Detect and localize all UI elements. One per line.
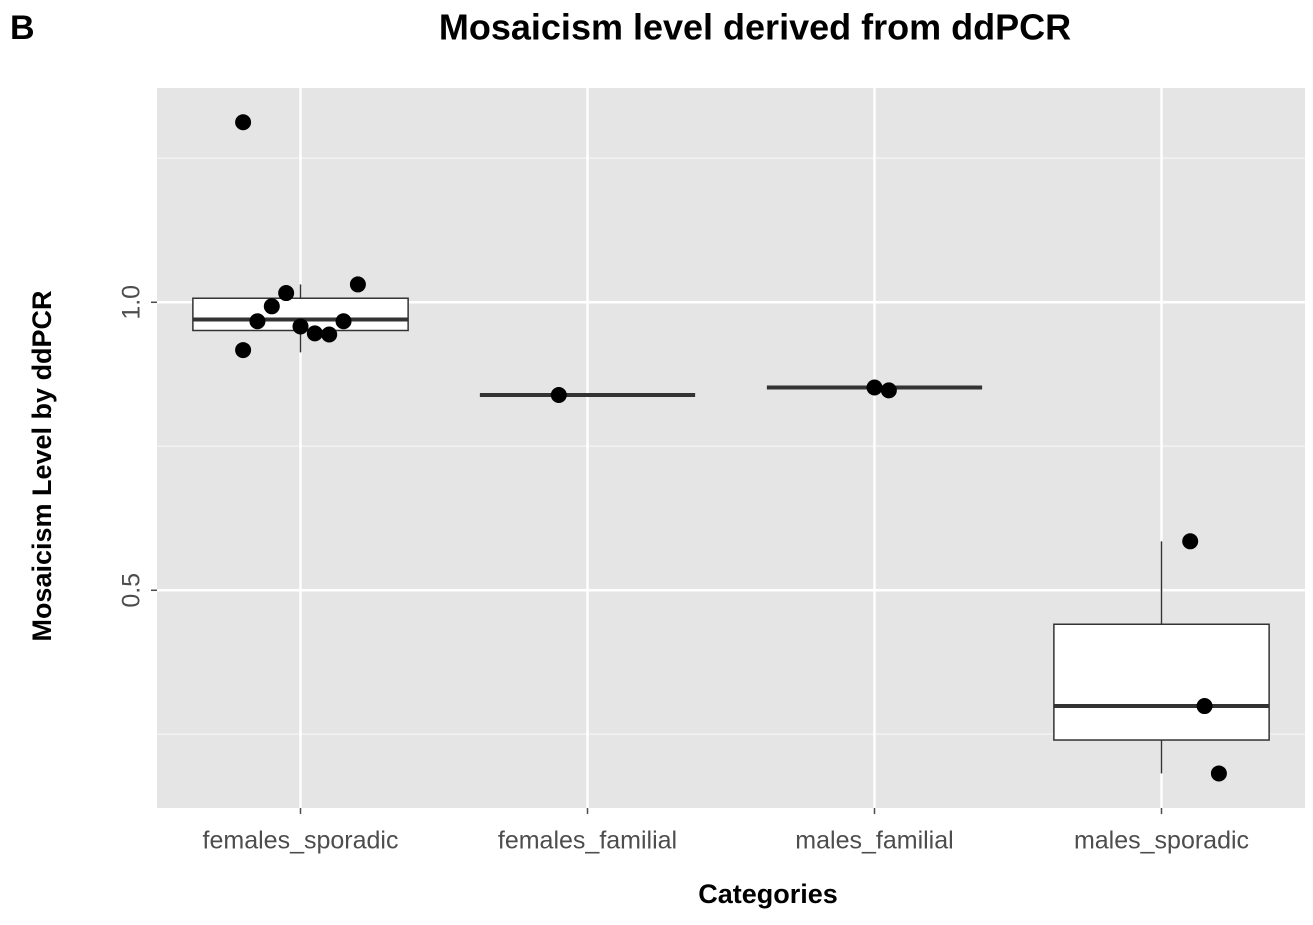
y-axis-label: Mosaicism Level by ddPCR — [27, 290, 57, 641]
x-tick-label: females_sporadic — [203, 827, 399, 855]
x-axis-label: Categories — [698, 879, 838, 909]
data-point — [249, 313, 266, 330]
data-point — [278, 285, 295, 302]
x-tick-label: males_sporadic — [1074, 827, 1249, 855]
data-point — [1210, 765, 1227, 782]
data-point — [349, 276, 366, 293]
data-point — [550, 387, 567, 404]
x-tick-label: males_familial — [795, 827, 953, 855]
data-point — [1182, 533, 1199, 550]
data-point — [1196, 698, 1213, 715]
data-point — [292, 318, 309, 335]
data-point — [321, 326, 338, 343]
data-point — [880, 382, 897, 399]
y-tick-label: 0.5 — [118, 573, 146, 608]
data-point — [866, 379, 883, 396]
data-point — [335, 313, 352, 330]
data-point — [306, 325, 323, 342]
x-tick-label: females_familial — [498, 827, 677, 855]
data-point — [235, 342, 252, 359]
data-point — [263, 298, 280, 315]
y-tick-label: 1.0 — [118, 285, 146, 320]
panel-label: B — [10, 9, 35, 47]
chart-title: Mosaicism level derived from ddPCR — [439, 7, 1071, 48]
box — [1053, 623, 1270, 741]
data-point — [235, 114, 252, 131]
